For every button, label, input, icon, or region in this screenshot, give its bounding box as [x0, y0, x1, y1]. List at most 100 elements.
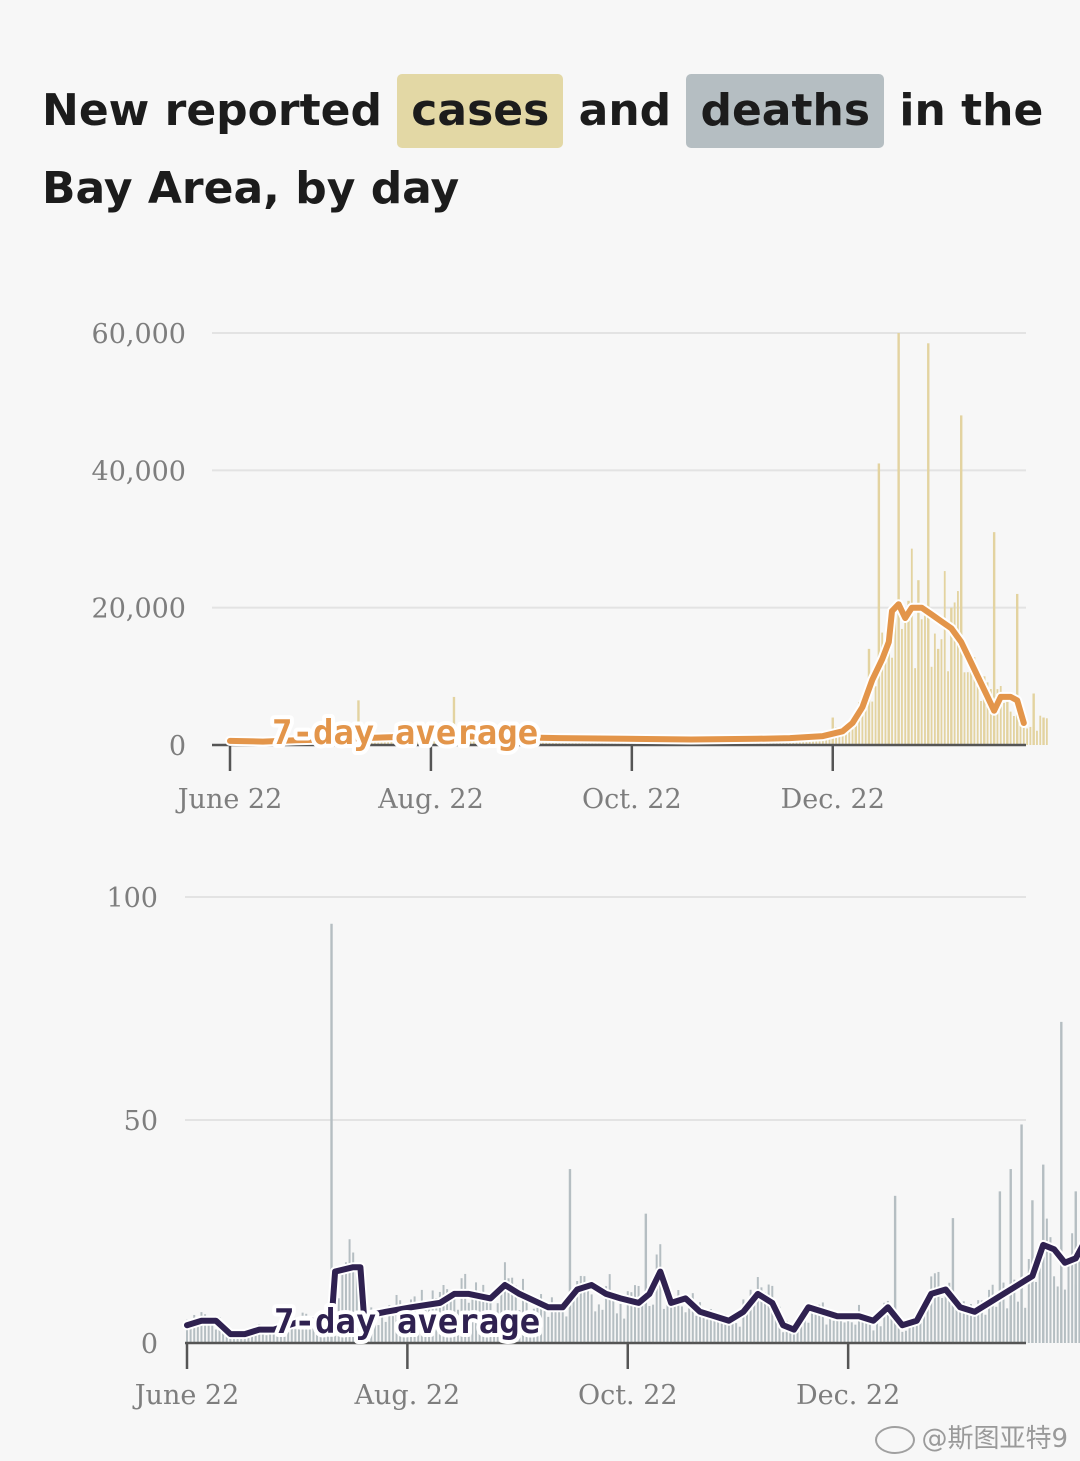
daily-bar	[854, 1324, 857, 1343]
daily-bar	[500, 1291, 503, 1343]
daily-bar	[999, 686, 1002, 745]
daily-bar	[619, 1303, 622, 1343]
daily-bar	[901, 1331, 904, 1343]
daily-bar	[811, 1308, 814, 1343]
daily-bar	[933, 633, 936, 745]
daily-bar	[485, 1300, 488, 1343]
daily-bar	[812, 739, 814, 745]
daily-bar	[850, 1322, 853, 1343]
daily-bar	[872, 1330, 875, 1343]
daily-bar	[254, 1332, 257, 1343]
daily-bar	[410, 1299, 412, 1343]
daily-bar	[670, 1303, 673, 1343]
daily-bar	[941, 1297, 944, 1343]
daily-bar	[381, 1308, 384, 1343]
daily-bar	[735, 1323, 738, 1343]
daily-bar	[536, 1307, 539, 1343]
daily-bar-spike	[1016, 593, 1019, 745]
daily-bar	[507, 1278, 510, 1343]
daily-bar	[435, 1298, 438, 1343]
daily-bar	[406, 1305, 409, 1343]
daily-bar	[782, 1332, 785, 1343]
daily-bar	[989, 689, 992, 745]
daily-bar	[496, 1303, 499, 1343]
daily-bar	[1036, 730, 1038, 745]
daily-bar	[1029, 726, 1032, 745]
daily-bar	[222, 1330, 225, 1343]
daily-bar	[836, 1314, 839, 1343]
daily-bar	[402, 1316, 405, 1343]
daily-bar	[996, 689, 999, 745]
daily-bar	[792, 1330, 795, 1343]
daily-bar	[337, 1298, 340, 1343]
daily-bar	[897, 1319, 900, 1343]
daily-bar	[962, 1301, 965, 1343]
daily-bar	[1063, 1289, 1066, 1343]
daily-bar	[745, 1308, 748, 1343]
daily-bar-spike	[998, 1191, 1002, 1343]
daily-bar	[312, 1328, 315, 1343]
daily-bar	[1002, 1282, 1005, 1343]
daily-bar	[251, 1334, 254, 1343]
daily-bar	[947, 671, 949, 745]
daily-bar	[1038, 1254, 1041, 1343]
daily-bar	[612, 1294, 615, 1343]
daily-bar	[193, 1314, 196, 1343]
daily-bar	[953, 602, 956, 745]
daily-bar	[977, 1300, 980, 1343]
daily-bar	[446, 1289, 449, 1343]
x-tick-label: Oct. 22	[582, 784, 682, 815]
x-tick-label: June 22	[132, 1380, 240, 1411]
daily-bar	[915, 1320, 918, 1343]
daily-bar	[821, 1302, 824, 1343]
daily-bar	[814, 1309, 817, 1343]
daily-bar	[466, 740, 469, 745]
daily-bar	[326, 1322, 329, 1343]
daily-bar	[341, 1265, 344, 1343]
x-tick-label: Dec. 22	[781, 784, 885, 815]
daily-bar	[348, 1239, 351, 1343]
daily-bar-spike	[992, 532, 996, 745]
daily-bar	[366, 1317, 369, 1343]
daily-bar	[590, 1294, 593, 1343]
daily-bar	[478, 1290, 481, 1343]
daily-bar	[525, 740, 528, 745]
daily-bar	[851, 719, 854, 745]
daily-bar	[489, 1297, 492, 1343]
daily-bar	[623, 1318, 626, 1343]
daily-bar	[655, 1254, 658, 1343]
avg-label: 7-day average	[274, 1302, 540, 1342]
deaths-highlight: deaths	[686, 74, 885, 148]
chart-deaths: 0 50 100 June 22 Aug. 22 Oct. 22 Dec. 22 7-day …	[106, 883, 1080, 1411]
daily-bar	[825, 1324, 828, 1343]
daily-bar	[200, 1312, 203, 1343]
daily-bar	[456, 1309, 459, 1343]
daily-bar	[843, 1322, 846, 1343]
daily-bar	[641, 1298, 644, 1343]
daily-bar	[363, 1306, 366, 1343]
daily-bar	[247, 1336, 250, 1343]
daily-bar	[1035, 1281, 1038, 1343]
daily-bar	[839, 1318, 842, 1343]
daily-bar-spike	[897, 333, 900, 745]
daily-bar	[857, 1304, 860, 1343]
daily-bar	[1027, 1259, 1030, 1343]
daily-bar	[933, 1273, 936, 1343]
daily-bar	[503, 1262, 506, 1343]
daily-bar-spike	[330, 923, 333, 1343]
daily-bar	[966, 672, 969, 745]
daily-bar	[298, 1327, 300, 1343]
daily-bar	[845, 726, 847, 745]
daily-bar	[543, 1310, 546, 1343]
daily-bar-spike	[893, 1195, 897, 1343]
daily-bar	[963, 672, 966, 745]
daily-bar	[276, 1328, 279, 1343]
daily-bar	[702, 1313, 705, 1343]
daily-bar	[561, 1306, 564, 1343]
daily-bar	[294, 1329, 297, 1343]
avg-label: 7-day average	[272, 713, 538, 753]
daily-bar	[475, 1282, 478, 1343]
daily-bar	[186, 1319, 188, 1343]
daily-bar	[871, 701, 874, 745]
daily-bar-spike	[907, 600, 910, 745]
